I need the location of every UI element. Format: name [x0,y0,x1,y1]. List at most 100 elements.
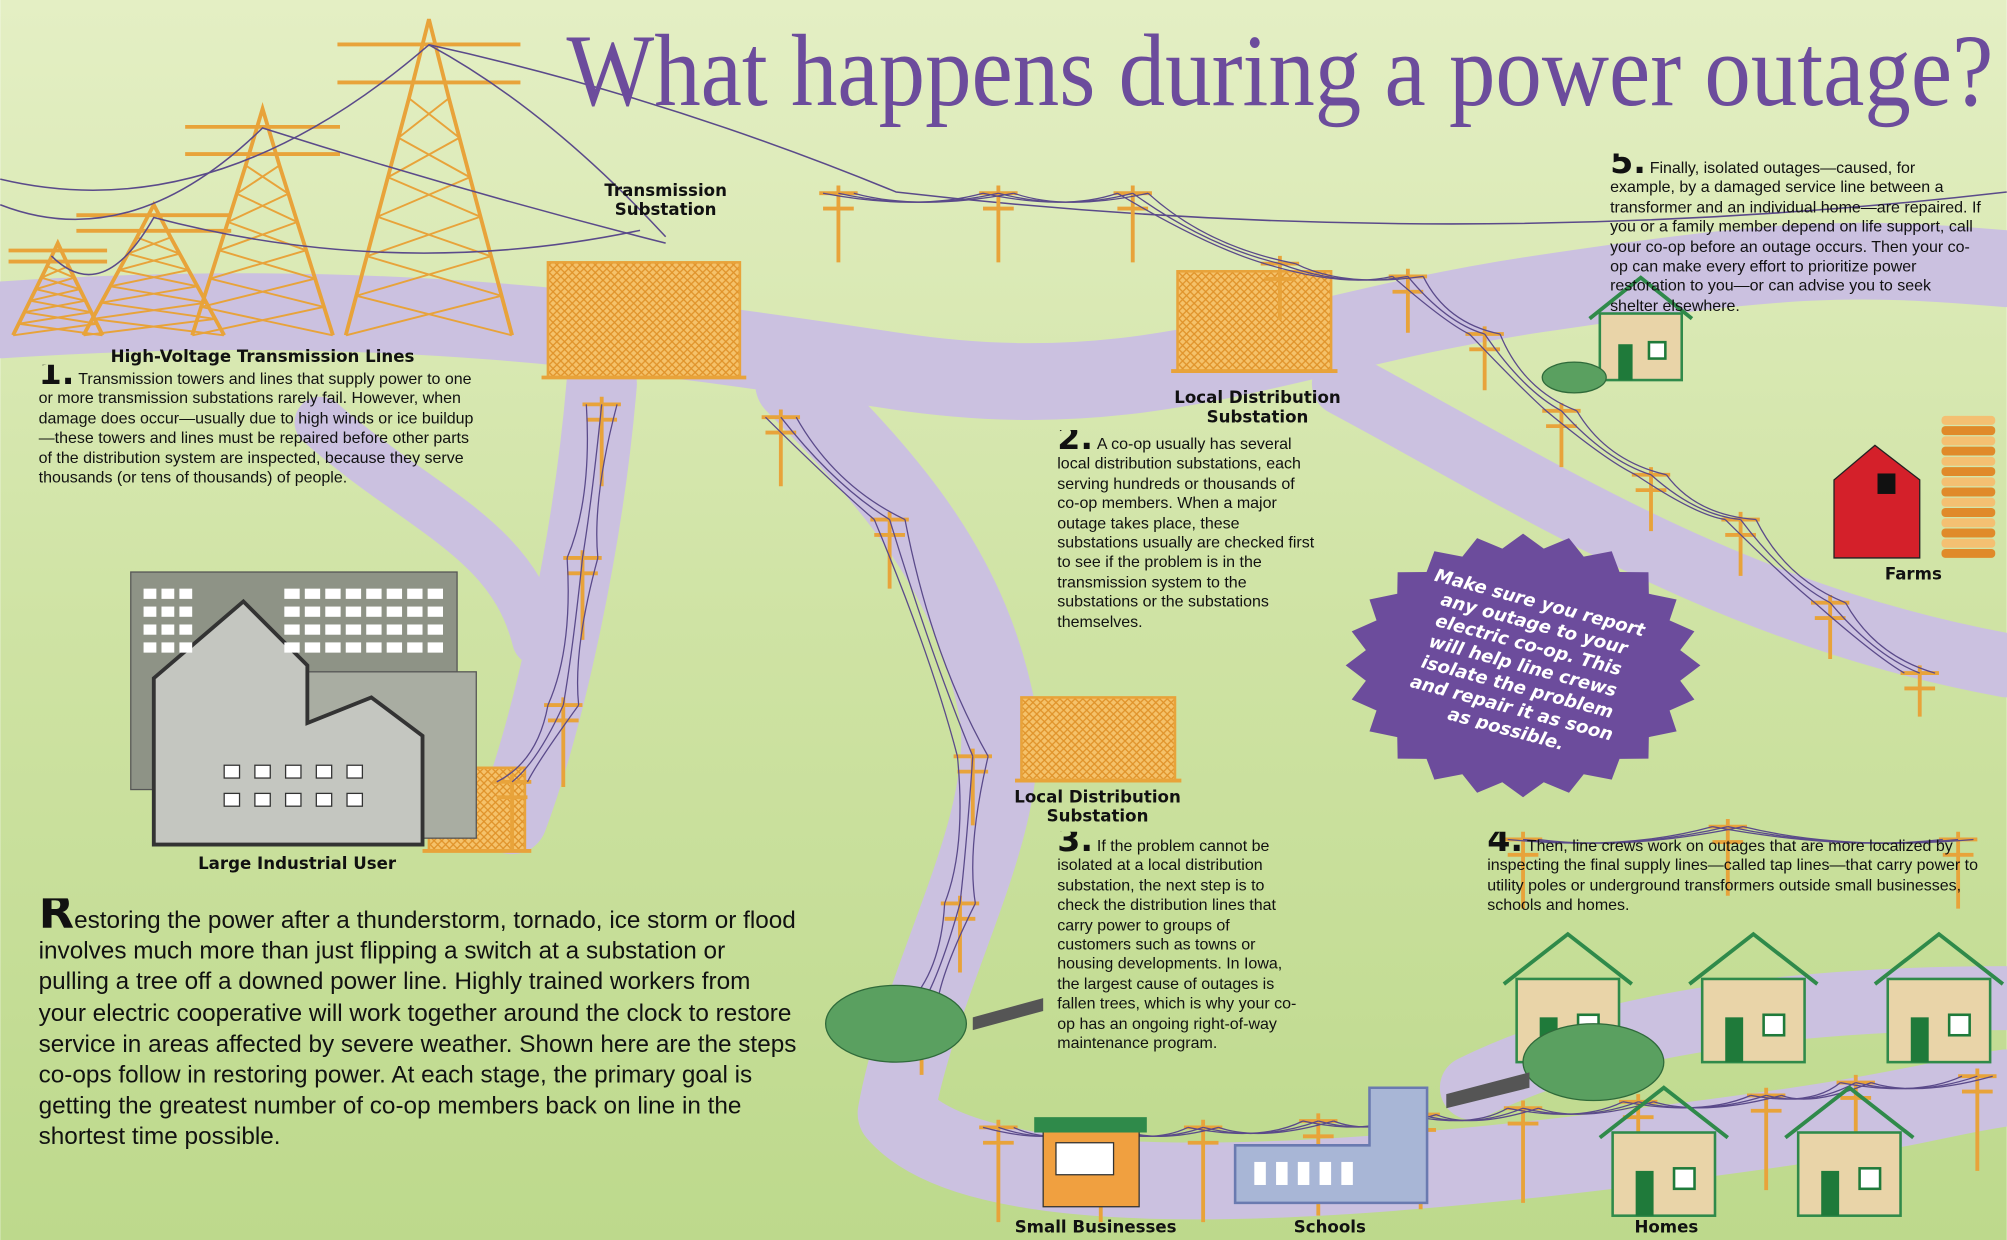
title: What happens during a power outage? [566,15,1993,128]
step-box: 3.If the problem cannot be isolated at a… [1057,832,1300,1075]
silo-band [1941,426,1995,435]
window [316,765,331,778]
window [346,589,361,599]
house-door [1636,1171,1654,1216]
window [428,642,443,652]
step-box: 5.Finally, isolated outages—caused, for … [1610,154,1981,359]
window [284,624,299,634]
infographic: What happens during a power outage? High… [0,0,2007,1240]
tree [826,985,967,1062]
label-box: Transmission Substation [582,182,748,228]
school-window [1298,1162,1310,1185]
label-industrial: Large Industrial User [198,854,397,873]
window [366,642,381,652]
house-door [1821,1171,1839,1216]
label-farms: Farms [1885,565,1942,584]
window [305,624,320,634]
step-text: Then, line crews work on outages that ar… [1487,837,1978,914]
window [347,793,362,806]
window [305,642,320,652]
silo-band [1941,447,1995,456]
school-window [1320,1162,1332,1185]
window [428,624,443,634]
step-text: Transmission towers and lines that suppl… [39,370,474,486]
window [286,765,301,778]
house-window [1949,1015,1969,1035]
label-box: Local Distribution Substation [1165,389,1351,435]
window [366,624,381,634]
window [407,624,422,634]
window [387,624,402,634]
school-window [1341,1162,1353,1185]
window [407,642,422,652]
house-window [1674,1168,1694,1188]
label-transmission-substation: Transmission Substation [582,182,748,220]
window [284,642,299,652]
label-high-voltage: High-Voltage Transmission Lines [111,347,415,366]
substation [1178,271,1332,371]
window [144,589,157,599]
house-window [1764,1015,1784,1035]
window [161,589,174,599]
window [428,589,443,599]
silo-band [1941,457,1995,466]
window [161,642,174,652]
window [407,589,422,599]
window [284,589,299,599]
intro-box: Restoring the power after a thunderstorm… [39,898,800,1180]
window [366,607,381,617]
step-box: 1.Transmission towers and lines that sup… [39,365,480,531]
school-window [1254,1162,1266,1185]
window [179,642,192,652]
label-schools: Schools [1294,1217,1366,1236]
label-homes: Homes [1634,1217,1698,1236]
label-local-substation: Local Distribution Substation [1165,389,1351,427]
barn-window [1878,473,1896,493]
substation [1021,697,1175,780]
house-door [1725,1017,1743,1062]
step-text: Finally, isolated outages—caused, for ex… [1610,159,1981,315]
window [428,607,443,617]
window [387,589,402,599]
silo-band [1941,518,1995,527]
window [387,642,402,652]
store-window [1056,1143,1114,1175]
house-door [1911,1017,1929,1062]
silo-band [1941,498,1995,507]
house-window [1860,1168,1880,1188]
window [347,765,362,778]
window [325,624,340,634]
silo-band [1941,416,1995,425]
house-wall [1613,1133,1715,1216]
silo-band [1941,508,1995,517]
window [179,607,192,617]
silo-band [1941,467,1995,476]
window [161,624,174,634]
step-text: If the problem cannot be isolated at a l… [1057,837,1296,1052]
silo-band [1941,549,1995,558]
window [305,589,320,599]
step-text: A co-op usually has several local distri… [1057,435,1314,630]
tree [1523,1024,1664,1101]
window [325,642,340,652]
house-wall [1798,1133,1900,1216]
house-wall [1702,979,1804,1062]
window [346,642,361,652]
label-small-businesses: Small Businesses [1015,1217,1177,1236]
silo-band [1941,436,1995,445]
house-wall [1888,979,1990,1062]
window [179,624,192,634]
silo-band [1941,529,1995,538]
step: 5.Finally, isolated outages—caused, for … [1610,154,1981,317]
intro: Restoring the power after a thunderstorm… [39,898,800,1153]
school-window [1276,1162,1288,1185]
window [284,607,299,617]
step: 2.A co-op usually has several local dist… [1057,430,1319,632]
window [255,765,270,778]
window [325,607,340,617]
window [224,765,239,778]
step-box: 2.A co-op usually has several local dist… [1057,430,1319,648]
silo-band [1941,488,1995,497]
tree [1542,362,1606,393]
window [144,607,157,617]
